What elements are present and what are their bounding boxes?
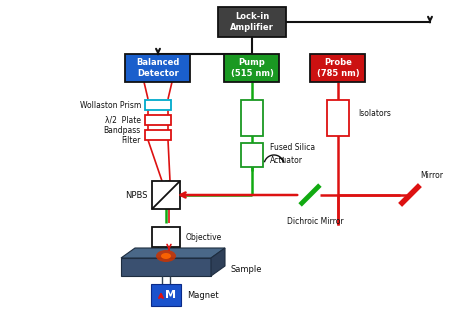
Text: Objective: Objective <box>186 232 222 242</box>
Ellipse shape <box>156 250 176 262</box>
Bar <box>152 181 180 209</box>
Text: Dichroic Mirror: Dichroic Mirror <box>287 217 343 226</box>
Bar <box>126 54 191 82</box>
Bar <box>218 7 286 37</box>
Polygon shape <box>211 248 225 276</box>
Bar <box>145 130 171 140</box>
Polygon shape <box>121 248 225 258</box>
Bar <box>327 100 349 136</box>
Text: Pump
(515 nm): Pump (515 nm) <box>230 58 273 78</box>
Bar <box>151 284 181 306</box>
Bar <box>241 100 263 136</box>
Text: Wollaston Prism: Wollaston Prism <box>80 100 141 109</box>
Bar <box>145 115 171 125</box>
Bar <box>225 54 280 82</box>
Bar <box>121 258 211 276</box>
Text: λ/2  Plate: λ/2 Plate <box>105 116 141 125</box>
Text: Mirror: Mirror <box>420 171 443 180</box>
Text: Balanced
Detector: Balanced Detector <box>137 58 180 78</box>
Text: Filter: Filter <box>122 136 141 145</box>
Text: NPBS: NPBS <box>126 191 148 200</box>
Text: Probe
(785 nm): Probe (785 nm) <box>317 58 359 78</box>
Text: Isolators: Isolators <box>358 108 391 117</box>
Ellipse shape <box>161 253 171 259</box>
Text: Fused Silica: Fused Silica <box>270 142 315 151</box>
Text: Bandpass: Bandpass <box>104 125 141 134</box>
Text: Sample: Sample <box>231 265 263 273</box>
Text: Lock-in
Amplifier: Lock-in Amplifier <box>230 12 274 32</box>
Bar <box>145 100 171 110</box>
Bar <box>241 143 263 167</box>
Text: Magnet: Magnet <box>187 290 219 299</box>
Text: M: M <box>165 290 176 300</box>
Bar <box>152 227 180 247</box>
Bar <box>310 54 365 82</box>
Text: Actuator: Actuator <box>270 155 303 164</box>
